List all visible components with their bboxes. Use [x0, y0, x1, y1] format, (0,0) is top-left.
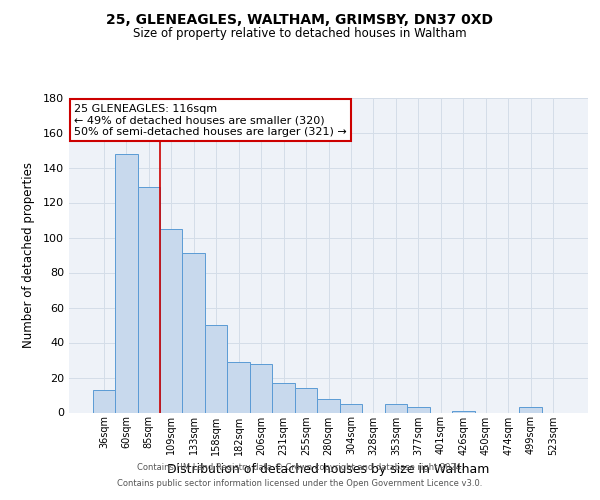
Bar	[452, 411, 475, 412]
Bar	[520, 407, 542, 412]
X-axis label: Distribution of detached houses by size in Waltham: Distribution of detached houses by size …	[167, 463, 490, 476]
Text: Size of property relative to detached houses in Waltham: Size of property relative to detached ho…	[133, 28, 467, 40]
Bar	[272, 383, 295, 412]
Bar	[407, 407, 430, 412]
Bar	[317, 398, 340, 412]
Bar	[137, 186, 160, 412]
Text: Contains public sector information licensed under the Open Government Licence v3: Contains public sector information licen…	[118, 478, 482, 488]
Bar	[115, 154, 137, 412]
Bar	[227, 362, 250, 412]
Text: Contains HM Land Registry data © Crown copyright and database right 2024.: Contains HM Land Registry data © Crown c…	[137, 464, 463, 472]
Bar	[340, 404, 362, 412]
Bar	[92, 390, 115, 412]
Text: 25, GLENEAGLES, WALTHAM, GRIMSBY, DN37 0XD: 25, GLENEAGLES, WALTHAM, GRIMSBY, DN37 0…	[107, 12, 493, 26]
Bar	[205, 325, 227, 412]
Bar	[182, 254, 205, 412]
Text: 25 GLENEAGLES: 116sqm
← 49% of detached houses are smaller (320)
50% of semi-det: 25 GLENEAGLES: 116sqm ← 49% of detached …	[74, 104, 347, 137]
Bar	[250, 364, 272, 412]
Bar	[295, 388, 317, 412]
Y-axis label: Number of detached properties: Number of detached properties	[22, 162, 35, 348]
Bar	[385, 404, 407, 412]
Bar	[160, 229, 182, 412]
